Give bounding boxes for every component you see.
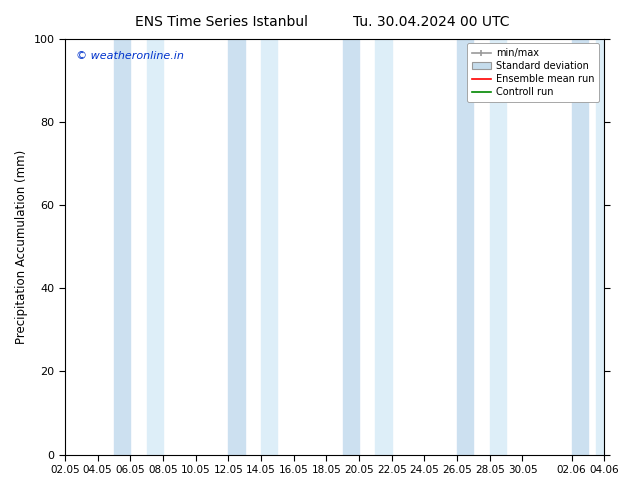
Bar xyxy=(375,39,392,455)
Bar xyxy=(596,39,604,455)
Text: © weatheronline.in: © weatheronline.in xyxy=(75,51,184,61)
Bar xyxy=(114,39,131,455)
Bar xyxy=(261,39,278,455)
Bar xyxy=(228,39,245,455)
Bar xyxy=(343,39,359,455)
Bar xyxy=(146,39,163,455)
Legend: min/max, Standard deviation, Ensemble mean run, Controll run: min/max, Standard deviation, Ensemble me… xyxy=(467,44,599,102)
Bar xyxy=(457,39,474,455)
Text: ENS Time Series Istanbul: ENS Time Series Istanbul xyxy=(136,15,308,29)
Y-axis label: Precipitation Accumulation (mm): Precipitation Accumulation (mm) xyxy=(15,149,28,343)
Bar xyxy=(490,39,506,455)
Text: Tu. 30.04.2024 00 UTC: Tu. 30.04.2024 00 UTC xyxy=(353,15,509,29)
Bar xyxy=(571,39,588,455)
